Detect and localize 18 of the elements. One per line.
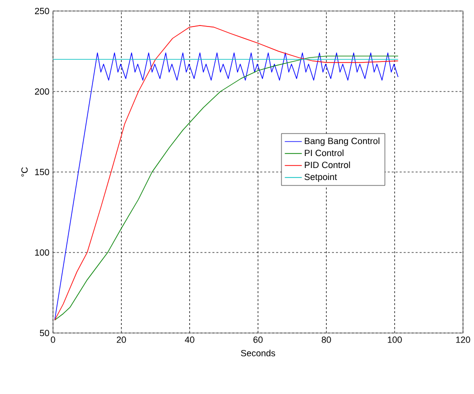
y-axis-title: °C <box>21 167 28 176</box>
legend-label: PID Control <box>304 161 350 168</box>
y-tick-label: 50 <box>40 330 50 336</box>
x-tick-label: 80 <box>322 336 331 343</box>
y-tick-label: 100 <box>35 249 50 256</box>
y-tick-label: 200 <box>34 88 50 95</box>
x-tick-label: 120 <box>456 336 470 343</box>
y-tick-label: 150 <box>35 168 50 176</box>
x-axis-title: Seconds <box>240 350 276 356</box>
x-tick-label: 100 <box>388 336 402 343</box>
x-tick-label: 60 <box>253 336 263 343</box>
y-tick-label: 250 <box>34 8 50 14</box>
x-tick-label: 40 <box>184 336 194 343</box>
legend-label: PI Control <box>304 150 344 156</box>
legend-label: Bang Bang Control <box>304 138 380 146</box>
x-tick-label: 0 <box>50 336 56 343</box>
legend-label: Setpoint <box>304 173 337 182</box>
x-tick-label: 20 <box>116 336 126 343</box>
